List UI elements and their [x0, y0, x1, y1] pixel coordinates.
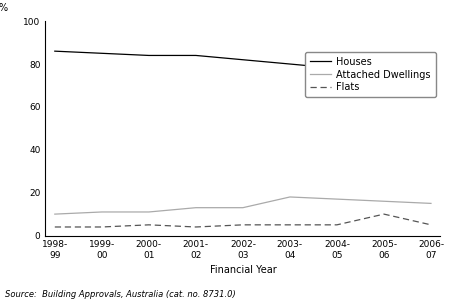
Text: %: %	[0, 2, 7, 13]
X-axis label: Financial Year: Financial Year	[209, 265, 276, 275]
Text: Source:  Building Approvals, Australia (cat. no. 8731.0): Source: Building Approvals, Australia (c…	[5, 290, 235, 299]
Legend: Houses, Attached Dwellings, Flats: Houses, Attached Dwellings, Flats	[305, 52, 435, 97]
